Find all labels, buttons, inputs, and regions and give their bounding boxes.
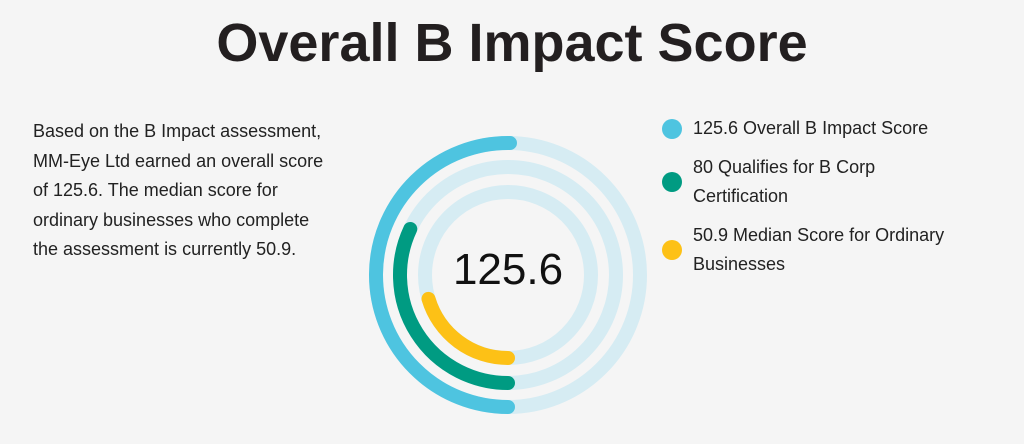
radial-score-chart (369, 136, 647, 414)
ring-arc-0 (369, 136, 517, 414)
legend-item-median: 50.9 Median Score for Ordinary Businesse… (662, 221, 992, 279)
legend-item-qualifies: 80 Qualifies for B Corp Certification (662, 153, 992, 211)
center-score-value: 125.6 (452, 245, 564, 294)
page-title: Overall B Impact Score (216, 13, 808, 73)
ring-arc-2 (421, 291, 515, 365)
chart-legend: 125.6 Overall B Impact Score 80 Qualifie… (662, 114, 992, 289)
legend-label: 50.9 Median Score for Ordinary Businesse… (693, 225, 945, 274)
ring-arc-1 (393, 222, 515, 390)
legend-label: 125.6 Overall B Impact Score (693, 118, 929, 138)
legend-label: 80 Qualifies for B Corp Certification (693, 157, 876, 206)
legend-dot-icon (662, 118, 682, 139)
legend-dot-icon (662, 172, 682, 192)
legend-dot-icon (662, 240, 682, 260)
score-description: Based on the B Impact assessment, MM-Eye… (33, 121, 324, 259)
rings (369, 136, 647, 414)
legend-item-overall: 125.6 Overall B Impact Score (662, 114, 992, 143)
